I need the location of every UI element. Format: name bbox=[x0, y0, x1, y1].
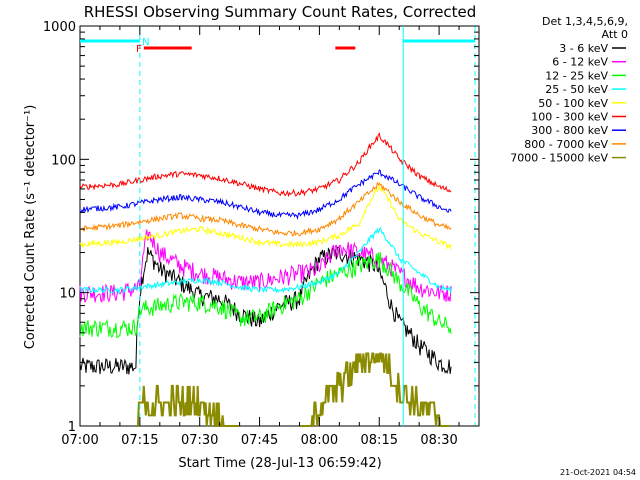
legend-label-3: 25 - 50 keV bbox=[545, 83, 608, 96]
overlay-layer: NF bbox=[80, 26, 476, 426]
chart-title: RHESSI Observing Summary Count Rates, Co… bbox=[84, 3, 477, 21]
series-8 bbox=[136, 352, 451, 427]
legend-label-5: 100 - 300 keV bbox=[531, 111, 608, 124]
series-line-6 bbox=[79, 169, 452, 221]
series-2 bbox=[79, 252, 452, 339]
axis-layer: 07:00 07:15 07:30 07:45 08:00 08:15 08:30 1 10 10… bbox=[43, 20, 480, 448]
x-tick-label-4: 08:00 bbox=[301, 433, 338, 448]
legend-label-1: 6 - 12 keV bbox=[552, 56, 608, 69]
series-4 bbox=[79, 185, 452, 250]
x-tick-label-0: 07:00 bbox=[61, 433, 98, 448]
series-line-2 bbox=[79, 252, 452, 339]
x-axis-label: Start Time (28-Jul-13 06:59:42) bbox=[178, 456, 381, 471]
legend-label-0: 3 - 6 keV bbox=[559, 42, 608, 55]
legend-label-2: 12 - 25 keV bbox=[545, 69, 608, 82]
series-3 bbox=[79, 226, 452, 295]
y-tick-label-2: 100 bbox=[51, 153, 76, 168]
series-line-5 bbox=[79, 132, 452, 198]
series-7 bbox=[79, 181, 452, 237]
x-tick-label-6: 08:30 bbox=[420, 433, 457, 448]
legend-header-detectors: Det 1,3,4,5,6,9, bbox=[542, 15, 628, 28]
series-line-7 bbox=[79, 181, 452, 237]
legend-label-7: 800 - 7000 keV bbox=[524, 138, 608, 151]
legend-label-6: 300 - 800 keV bbox=[531, 124, 608, 137]
series-line-4 bbox=[79, 185, 452, 250]
series-6 bbox=[79, 169, 452, 221]
y-tick-label-1: 10 bbox=[59, 287, 76, 302]
y-axis-label: Corrected Count Rate (s⁻¹ detector⁻¹) bbox=[23, 105, 38, 350]
legend-header-attenuator: Att 0 bbox=[602, 28, 628, 41]
legend-label-4: 50 - 100 keV bbox=[538, 97, 608, 110]
x-tick-label-5: 08:15 bbox=[361, 433, 398, 448]
footer-timestamp: 21-Oct-2021 04:54 bbox=[560, 468, 636, 477]
series-5 bbox=[79, 132, 452, 198]
series-line-8 bbox=[136, 352, 451, 427]
series-0 bbox=[79, 246, 452, 375]
series-line-0 bbox=[79, 246, 452, 375]
x-tick-label-3: 07:45 bbox=[241, 433, 278, 448]
y-tick-label-3: 1000 bbox=[43, 20, 76, 35]
series-line-3 bbox=[79, 226, 452, 295]
interval-label-0: N bbox=[142, 37, 149, 48]
legend-label-8: 7000 - 15000 keV bbox=[510, 152, 608, 165]
series-layer bbox=[79, 132, 452, 427]
y-tick-label-0: 1 bbox=[68, 420, 76, 435]
x-tick-label-2: 07:30 bbox=[181, 433, 218, 448]
interval-label-2: F bbox=[136, 44, 142, 55]
x-tick-label-1: 07:15 bbox=[121, 433, 158, 448]
